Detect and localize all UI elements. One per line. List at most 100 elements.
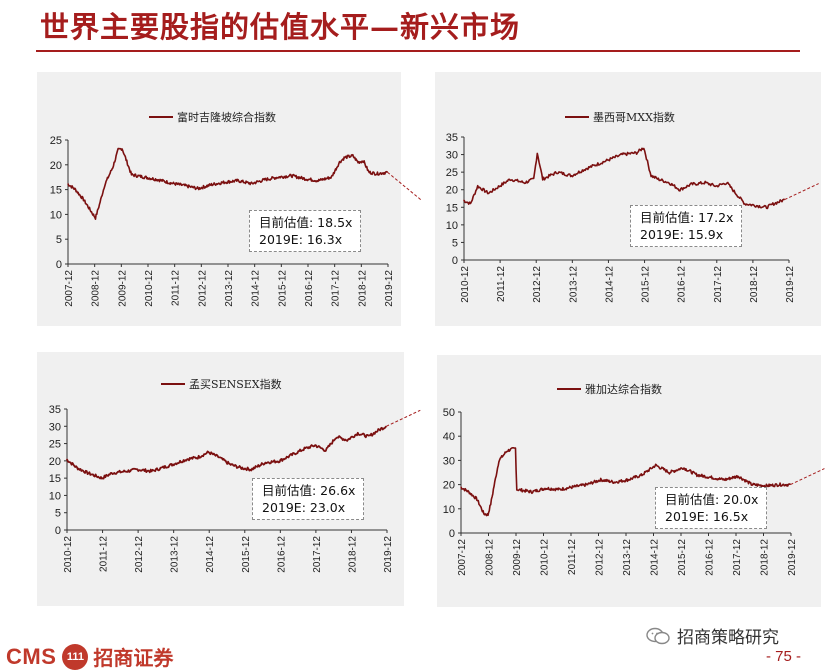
y-tick-label: 5 [56, 234, 62, 246]
y-tick-label: 10 [446, 220, 458, 232]
wechat-icon [646, 627, 670, 644]
y-tick-label: 5 [452, 237, 458, 249]
y-tick-label: 30 [49, 421, 61, 433]
x-tick-label: 2014-12 [650, 539, 661, 576]
x-tick-label: 2016-12 [276, 536, 287, 573]
forecast-valuation: 2019E: 16.3x [259, 232, 343, 247]
x-tick-label: 2013-12 [568, 266, 579, 303]
x-tick-label: 2014-12 [251, 270, 262, 307]
y-tick-label: 10 [50, 209, 62, 221]
y-tick-label: 20 [49, 456, 61, 468]
x-tick-label: 2014-12 [604, 266, 615, 303]
current-valuation: 目前估值: 18.5x [259, 215, 353, 230]
y-tick-label: 0 [55, 525, 61, 537]
x-tick-label: 2018-12 [357, 270, 368, 307]
series-line [460, 447, 792, 517]
x-tick-label: 2011-12 [99, 536, 110, 572]
forecast-valuation: 2019E: 16.5x [665, 509, 749, 524]
chart-svg-mxx: 0 5 10 15 20 25 30 35 2010-12 2011-12 2012-12 2013-… [446, 132, 819, 303]
x-tick-label: 2018-12 [749, 266, 760, 303]
forecast-valuation: 2019E: 15.9x [640, 227, 724, 242]
x-tick-label: 2017-12 [312, 536, 323, 573]
x-tick-label: 2013-12 [622, 539, 633, 576]
projection-line [386, 409, 421, 427]
current-valuation: 目前估值: 26.6x [262, 483, 356, 498]
y-tick-label: 5 [55, 508, 61, 520]
page-number: - 75 - [766, 648, 802, 665]
x-tick-label: 2012-12 [197, 270, 208, 307]
legend-label: 孟买SENSEX指数 [189, 378, 282, 391]
legend-swatch [149, 116, 173, 118]
legend-swatch [557, 388, 581, 390]
valuation-callout-klci: 目前估值: 18.5x 2019E: 16.3x [249, 210, 362, 252]
y-tick-label: 25 [50, 135, 62, 147]
x-tick-label: 2010-12 [460, 266, 471, 303]
y-tick-label: 10 [49, 490, 61, 502]
x-tick-label: 2009-12 [512, 539, 523, 576]
legend-swatch [565, 116, 589, 118]
legend-label: 富时吉隆坡综合指数 [177, 111, 276, 124]
y-tick-label: 25 [446, 167, 458, 179]
legend-label: 墨西哥MXX指数 [593, 111, 675, 124]
x-tick-label: 2019-12 [785, 266, 796, 303]
x-tick-label: 2008-12 [485, 539, 496, 576]
forecast-valuation: 2019E: 23.0x [262, 500, 346, 515]
x-tick-label: 2010-12 [63, 536, 74, 573]
x-tick-label: 2018-12 [347, 536, 358, 573]
x-tick-label: 2013-12 [224, 270, 235, 307]
x-tick-label: 2016-12 [304, 270, 315, 307]
valuation-callout-sensex: 目前估值: 26.6x 2019E: 23.0x [252, 478, 365, 520]
y-tick-label: 20 [443, 480, 455, 492]
current-valuation: 目前估值: 17.2x [640, 210, 734, 225]
x-tick-label: 2015-12 [641, 266, 652, 303]
x-tick-label: 2008-12 [91, 270, 102, 307]
y-tick-label: 30 [443, 455, 455, 467]
x-tick-label: 2009-12 [117, 270, 128, 307]
x-tick-label: 2011-12 [171, 270, 182, 306]
x-tick-label: 2018-12 [760, 539, 771, 576]
brand-cms-text: CMS [6, 643, 57, 669]
y-tick-label: 20 [50, 160, 62, 172]
projection-line [387, 171, 422, 201]
wechat-name: 招商策略研究 [677, 628, 779, 648]
x-tick-label: 2016-12 [705, 539, 716, 576]
brand-badge-icon: 111 [62, 643, 89, 670]
series-line [65, 425, 387, 480]
title-divider [36, 50, 800, 52]
x-tick-label: 2012-12 [134, 536, 145, 573]
x-tick-label: 2019-12 [383, 536, 394, 573]
x-tick-label: 2007-12 [64, 270, 75, 307]
x-tick-label: 2019-12 [787, 539, 798, 576]
legend-label: 雅加达综合指数 [585, 383, 662, 396]
x-tick-label: 2013-12 [170, 536, 181, 573]
y-tick-label: 50 [443, 407, 455, 419]
x-tick-label: 2012-12 [532, 266, 543, 303]
y-tick-label: 35 [446, 132, 458, 144]
x-tick-label: 2007-12 [457, 539, 468, 576]
valuation-callout-jci: 目前估值: 20.0x 2019E: 16.5x [655, 487, 768, 529]
x-tick-label: 2012-12 [595, 539, 606, 576]
chart-panel-klci: 0 5 10 15 20 25 2007-12 2008-12 2009-12 2010-12 20… [37, 72, 422, 326]
y-tick-label: 15 [446, 202, 458, 214]
y-tick-label: 20 [446, 185, 458, 197]
series-line [463, 147, 785, 210]
x-tick-label: 2010-12 [144, 270, 155, 307]
y-tick-label: 40 [443, 431, 455, 443]
y-tick-label: 10 [443, 504, 455, 516]
x-tick-label: 2014-12 [205, 536, 216, 573]
chart-legend-jci: 雅加达综合指数 [557, 381, 662, 397]
brand-logo: CMS 111 招商证券 [6, 642, 173, 671]
y-tick-label: 0 [56, 259, 62, 271]
chart-svg-jci: 0 10 20 30 40 50 2007-12 2008-12 2009-12 2010-12 2… [443, 407, 825, 576]
valuation-callout-mxx: 目前估值: 17.2x 2019E: 15.9x [630, 205, 743, 247]
projection-line [784, 183, 819, 201]
chart-legend-klci: 富时吉隆坡综合指数 [149, 109, 276, 125]
y-tick-label: 15 [50, 185, 62, 197]
chart-legend-sensex: 孟买SENSEX指数 [161, 376, 282, 392]
brand-name-cn: 招商证券 [93, 646, 174, 670]
x-tick-label: 2017-12 [713, 266, 724, 303]
series-line [67, 147, 388, 220]
x-tick-label: 2011-12 [496, 266, 507, 302]
chart-panel-mxx: 0 5 10 15 20 25 30 35 2010-12 2011-12 2012-12 2013-… [435, 72, 821, 326]
x-tick-label: 2015-12 [277, 270, 288, 307]
